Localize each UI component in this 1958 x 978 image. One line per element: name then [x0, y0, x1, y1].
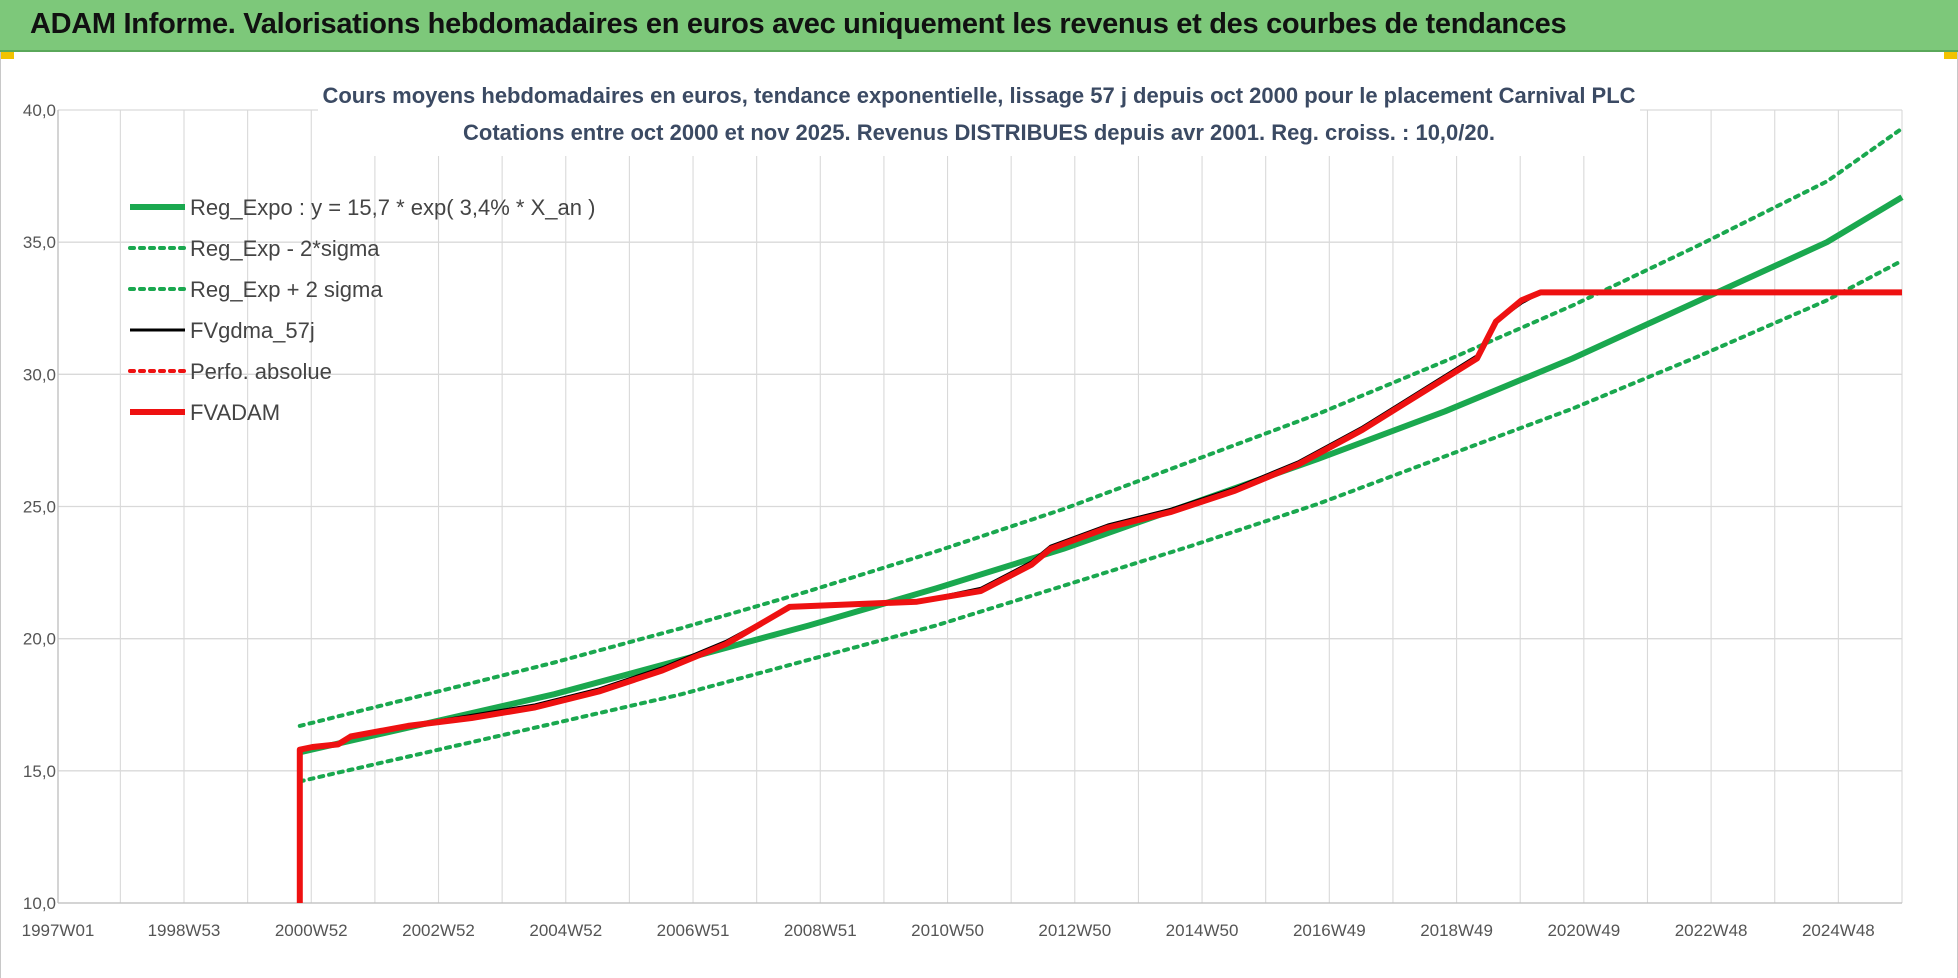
x-tick-labels: 1997W01 1998W53 2000W52 2002W52 2004W52 2006W…	[22, 921, 1875, 940]
y-tick-label: 35,0	[23, 233, 56, 252]
x-tick-label: 2020W49	[1547, 921, 1620, 940]
x-tick-label: 2016W49	[1293, 921, 1366, 940]
x-tick-label: 2010W50	[911, 921, 984, 940]
series-line-5	[296, 289, 1902, 903]
x-tick-label: 2022W48	[1675, 921, 1748, 940]
x-tick-label: 2008W51	[784, 921, 857, 940]
x-tick-label: 1998W53	[148, 921, 221, 940]
x-tick-label: 2006W51	[657, 921, 730, 940]
legend: Reg_Expo : y = 15,7 * exp( 3,4% * X_an )…	[128, 195, 595, 425]
legend-label: Reg_Exp - 2*sigma	[190, 236, 380, 261]
chart-subtitle: Cotations entre oct 2000 et nov 2025. Re…	[463, 120, 1495, 145]
y-tick-label: 20,0	[23, 630, 56, 649]
y-tick-labels: 10,0 15,0 20,0 25,0 30,0 35,0 40,0	[23, 101, 56, 913]
legend-label: Perfo. absolue	[190, 359, 332, 384]
x-tick-label: 2014W50	[1166, 921, 1239, 940]
x-tick-label: 2012W50	[1038, 921, 1111, 940]
series-line-0	[299, 194, 1904, 756]
banner-title: ADAM Informe. Valorisations hebdomadaire…	[30, 8, 1567, 40]
series-layer	[296, 126, 1904, 903]
y-tick-label: 10,0	[23, 894, 56, 913]
y-tick-label: 25,0	[23, 498, 56, 517]
legend-label: FVADAM	[190, 400, 280, 425]
legend-label: Reg_Expo : y = 15,7 * exp( 3,4% * X_an )	[190, 195, 595, 220]
y-tick-label: 40,0	[23, 101, 56, 120]
x-tick-label: 2018W49	[1420, 921, 1493, 940]
series-line-3	[298, 290, 1902, 903]
x-tick-label: 1997W01	[22, 921, 95, 940]
banner: ADAM Informe. Valorisations hebdomadaire…	[0, 0, 1958, 52]
series-line-1	[297, 258, 1904, 784]
x-tick-label: 2000W52	[275, 921, 348, 940]
y-tick-label: 15,0	[23, 762, 56, 781]
series-line-2	[297, 126, 1904, 728]
title-backdrop	[318, 76, 1640, 156]
legend-label: FVgdma_57j	[190, 318, 315, 343]
grid	[57, 109, 1903, 904]
legend-label: Reg_Exp + 2 sigma	[190, 277, 383, 302]
y-tick-label: 30,0	[23, 365, 56, 384]
x-tick-label: 2002W52	[402, 921, 475, 940]
corner-mark-left	[0, 52, 14, 59]
x-tick-label: 2024W48	[1802, 921, 1875, 940]
corner-mark-right	[1944, 52, 1958, 59]
x-tick-label: 2004W52	[529, 921, 602, 940]
chart-title: Cours moyens hebdomadaires en euros, ten…	[322, 83, 1635, 108]
